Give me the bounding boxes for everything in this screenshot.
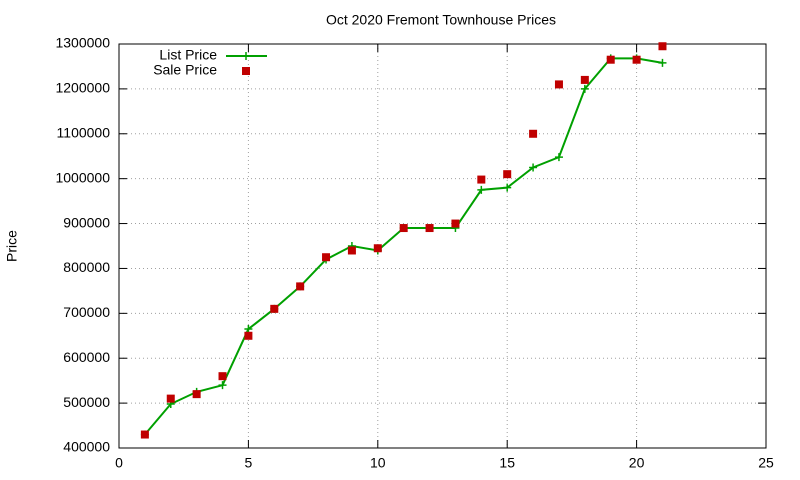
data-point [658,58,667,67]
data-point [477,185,486,194]
data-point [554,80,563,89]
data-point [270,304,279,313]
y-axis-label: Price [4,230,20,262]
data-point [503,170,512,179]
y-tick-label: 1000000 [55,169,110,185]
legend-marker [242,52,250,60]
data-point [580,84,589,93]
data-point [140,430,149,439]
y-tick-label: 1100000 [57,124,111,140]
y-tick-label: 500000 [63,394,110,410]
y-tick-label: 600000 [63,349,110,365]
data-point [451,219,460,228]
x-tick-label: 25 [758,455,774,471]
data-point [632,55,641,64]
legend-label: List Price [159,47,217,63]
data-point [580,75,589,84]
data-point [296,282,305,291]
data-point [529,129,538,138]
y-tick-label: 700000 [63,304,110,320]
data-point [554,153,563,162]
data-point [322,253,331,262]
y-tick-label: 1200000 [55,80,110,96]
data-point [477,175,486,184]
data-point [425,224,434,233]
x-tick-label: 15 [499,455,515,471]
data-point [347,246,356,255]
legend-marker [242,67,250,75]
x-tick-label: 5 [245,455,253,471]
y-tick-label: 1300000 [55,35,110,51]
data-point [192,390,201,399]
x-tick-label: 20 [629,455,645,471]
data-point [218,372,227,381]
y-tick-label: 800000 [63,259,110,275]
plot-frame [118,43,767,449]
data-point [244,331,253,340]
data-point [244,325,253,334]
data-point [399,224,408,233]
x-tick-label: 0 [115,455,123,471]
data-point [606,55,615,64]
x-tick-label: 10 [370,455,386,471]
data-point [658,42,667,51]
y-tick-label: 900000 [63,214,110,230]
data-point [218,381,227,390]
legend-label: Sale Price [153,62,217,78]
chart-title: Oct 2020 Fremont Townhouse Prices [326,12,556,28]
data-point [503,183,512,192]
y-tick-label: 400000 [63,439,110,455]
data-point [373,244,382,253]
data-point [166,394,175,403]
data-point [529,163,538,172]
